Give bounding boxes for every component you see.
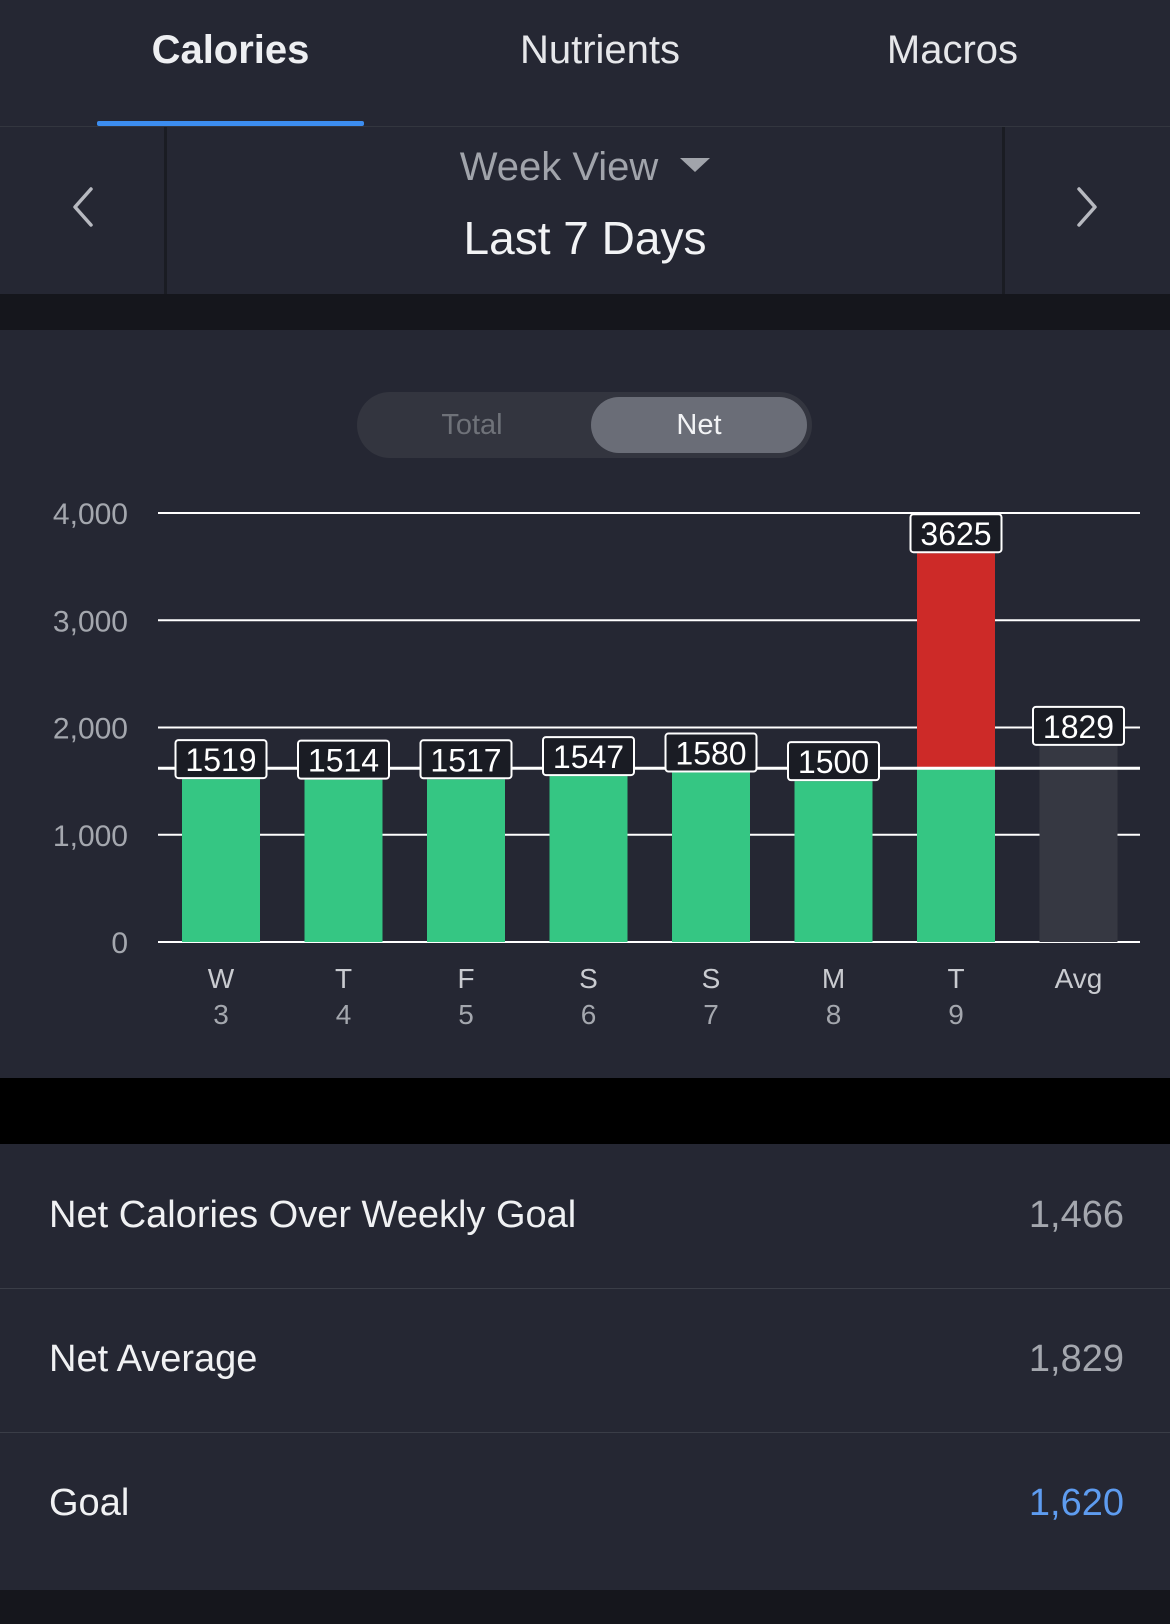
data-label-box: [174, 739, 268, 780]
data-label: 3625: [920, 516, 991, 552]
stat-row-over-goal: Net Calories Over Weekly Goal 1,466: [0, 1144, 1170, 1289]
data-label-box: [419, 739, 513, 780]
toggle-total[interactable]: Total: [441, 409, 503, 441]
bar: [549, 776, 628, 942]
bottom-spacer: [0, 1590, 1170, 1624]
y-tick-label: 0: [111, 927, 128, 960]
bar: [182, 779, 260, 942]
x-tick-day: F: [457, 963, 474, 994]
stat-label: Net Average: [49, 1338, 258, 1380]
data-label: 1580: [675, 736, 746, 772]
data-label-box: [909, 513, 1003, 554]
y-tick-label: 3,000: [53, 605, 128, 638]
bar: [427, 779, 505, 942]
chevron-right-icon[interactable]: [1055, 177, 1115, 237]
divider: [164, 127, 167, 294]
calorie-stats-list: Net Calories Over Weekly Goal 1,466 Net …: [0, 1144, 1170, 1590]
x-tick-date: 6: [581, 999, 597, 1030]
toggle-net[interactable]: Net: [591, 397, 807, 453]
caret-down-icon: [680, 158, 711, 173]
x-tick-date: 3: [213, 999, 229, 1030]
data-label-box: [297, 739, 390, 780]
stat-value: 1,829: [1028, 1338, 1124, 1380]
date-navigator: Week View Last 7 Days: [0, 127, 1170, 294]
divider: [1002, 127, 1005, 294]
bar-over-goal-part: [917, 553, 995, 769]
average-bar: [1039, 745, 1118, 942]
bar-under-goal-part: [917, 768, 995, 942]
stat-value: 1,620: [1028, 1482, 1124, 1524]
x-tick-day: T: [335, 963, 352, 994]
x-tick-day: M: [822, 963, 845, 994]
x-tick-date: 8: [826, 999, 842, 1030]
x-tick-day: S: [579, 963, 598, 994]
calories-chart-panel: Total Net 0 1,000 2,000 3,000 4,000 W 3 T 4 F 5 S 6 S…: [0, 330, 1170, 1078]
stat-row-goal: Goal 1,620: [0, 1432, 1170, 1576]
view-mode-label: Week View: [459, 145, 659, 189]
bar: [672, 772, 750, 942]
x-tick-date: 5: [458, 999, 474, 1030]
x-tick-date: 7: [703, 999, 719, 1030]
section-divider: [0, 1078, 1170, 1144]
stat-value: 1,466: [1028, 1194, 1124, 1236]
bar: [304, 779, 383, 942]
section-divider: [0, 294, 1170, 330]
net-calories-bar-chart: 0 1,000 2,000 3,000 4,000 W 3 T 4 F 5 S 6 S 7 M 8 T 9 Avg 15…: [53, 498, 1140, 1030]
stat-label: Goal: [49, 1482, 130, 1524]
x-tick-day: Avg: [1055, 963, 1103, 994]
data-label: 1547: [553, 739, 624, 775]
stat-label: Net Calories Over Weekly Goal: [49, 1194, 577, 1236]
tab-bar: Calories Nutrients Macros: [0, 0, 1170, 127]
x-tick-day: T: [947, 963, 964, 994]
x-tick-date: 4: [336, 999, 352, 1030]
data-label-box: [664, 732, 758, 773]
x-tick-day: S: [702, 963, 721, 994]
stat-row-net-average: Net Average 1,829: [0, 1288, 1170, 1433]
data-label: 1829: [1043, 709, 1114, 745]
data-label: 1519: [185, 742, 256, 778]
data-label: 1514: [308, 743, 379, 779]
data-label-box: [542, 736, 635, 777]
data-label-box: [1032, 705, 1125, 746]
active-tab-indicator: [97, 121, 364, 126]
x-tick-date: 9: [948, 999, 964, 1030]
date-range-label: Last 7 Days: [463, 212, 707, 264]
data-label: 1500: [798, 744, 869, 780]
view-mode-dropdown[interactable]: Week View: [0, 145, 1170, 190]
tab-calories[interactable]: Calories: [151, 28, 310, 72]
y-tick-label: 4,000: [53, 498, 128, 531]
bar: [794, 781, 873, 942]
data-label: 1517: [430, 742, 501, 778]
y-tick-label: 2,000: [53, 713, 128, 746]
tab-macros[interactable]: Macros: [886, 28, 1019, 72]
x-tick-day: W: [208, 963, 235, 994]
chevron-left-icon[interactable]: [55, 177, 115, 237]
total-net-toggle: Total Net: [357, 392, 812, 458]
y-tick-label: 1,000: [53, 820, 128, 853]
tab-nutrients[interactable]: Nutrients: [519, 28, 681, 72]
data-label-box: [787, 741, 880, 782]
